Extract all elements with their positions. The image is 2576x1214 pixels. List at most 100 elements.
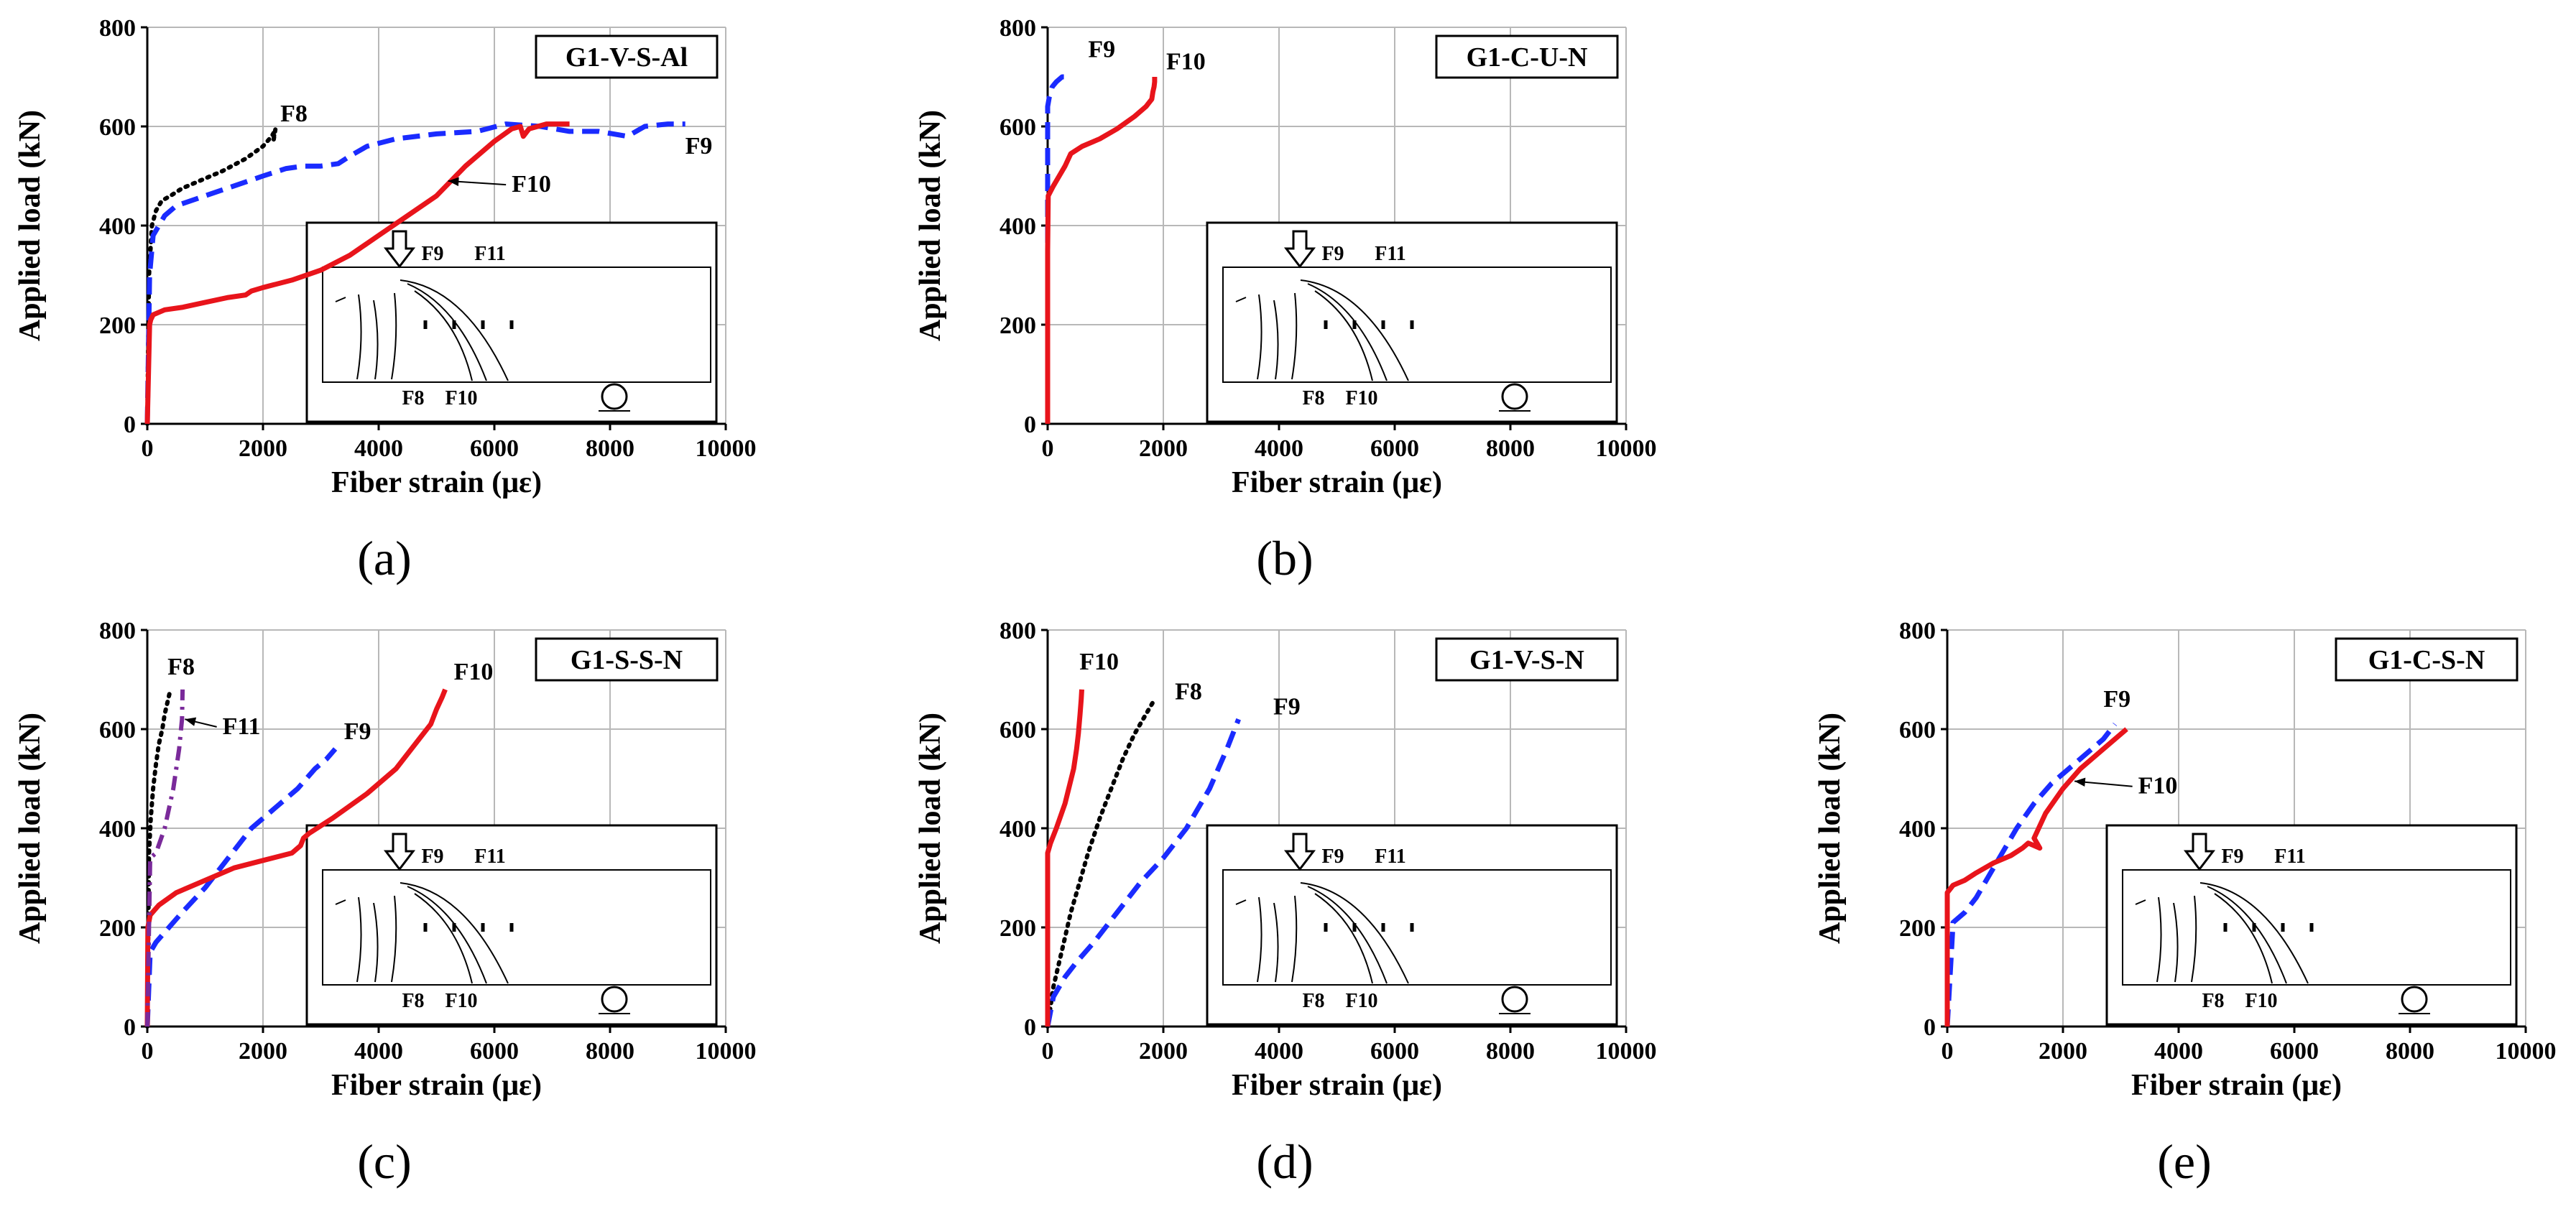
crack-line	[1273, 300, 1279, 380]
chart-panel-2: 0 2000 4000 6000 8000 10000 0 200 400 600 800 Fiber…	[914, 15, 1657, 585]
x-tick-label: 8000	[586, 1038, 634, 1065]
inset-label-f11: F11	[474, 845, 506, 868]
y-axis-title: Applied load (kN)	[914, 110, 947, 341]
series-annotation-f9: F9	[1088, 36, 1115, 62]
panel-caption: (d)	[1256, 1134, 1313, 1189]
x-tick-label: 6000	[470, 435, 519, 462]
crack-pattern-inset: F9 F11 F8 F10	[305, 221, 718, 423]
crack-line	[335, 899, 346, 905]
chart-panel-1: 0 2000 4000 6000 8000 10000 0 200 400 600 800 Fiber…	[14, 15, 757, 585]
inset-label-f8: F8	[402, 990, 424, 1012]
inset-label-f11: F11	[474, 243, 506, 265]
crack-line	[1257, 294, 1262, 380]
chart-panel-3: 0 2000 4000 6000 8000 10000 0 200 400 600 800 Fiber…	[14, 618, 757, 1189]
panel-caption: (a)	[357, 531, 411, 585]
inset-label-f8: F8	[1302, 387, 1324, 409]
y-tick-label: 600	[1899, 717, 1936, 743]
series-f9-line	[144, 121, 685, 425]
crack-line	[414, 290, 473, 381]
series-f9-line	[1944, 722, 2118, 1027]
y-tick-label: 200	[1899, 915, 1936, 942]
x-tick-label: 0	[1042, 1038, 1054, 1065]
load-arrow-icon	[1283, 833, 1316, 871]
y-tick-label: 400	[1000, 816, 1036, 843]
panel-caption: (c)	[357, 1134, 411, 1189]
chart-title-box	[535, 637, 719, 682]
series-annotation-f8: F8	[167, 654, 195, 680]
x-tick-label: 10000	[1596, 435, 1657, 462]
x-tick-label: 8000	[1486, 435, 1535, 462]
series-f8-line	[145, 687, 173, 1029]
panel-caption: (e)	[2157, 1134, 2211, 1189]
x-tick-label: 6000	[2270, 1038, 2319, 1065]
y-tick-label: 400	[1000, 213, 1036, 240]
x-axis-title: Fiber strain (με)	[331, 466, 542, 499]
x-tick-label: 2000	[2039, 1038, 2087, 1065]
x-axis-title: Fiber strain (με)	[1232, 466, 1442, 499]
x-tick-label: 8000	[586, 435, 634, 462]
x-tick-label: 6000	[1370, 435, 1419, 462]
x-tick-label: 4000	[354, 1038, 403, 1065]
x-tick-label: 0	[1042, 435, 1054, 462]
chart-panel-4: 0 2000 4000 6000 8000 10000 0 200 400 600 800 Fiber…	[914, 618, 1657, 1189]
y-tick-label: 200	[99, 915, 136, 942]
series-annotation-f10: F10	[512, 171, 551, 198]
y-tick-label: 800	[1000, 15, 1036, 42]
y-tick-label: 800	[99, 618, 136, 644]
crack-pattern-inset: F9 F11 F8 F10	[1206, 824, 1618, 1026]
roller-support-icon	[2401, 986, 2428, 1013]
x-tick-label: 4000	[1255, 1038, 1303, 1065]
crack-pattern-inset: F9 F11 F8 F10	[305, 824, 718, 1026]
chart-title: G1-S-S-N	[571, 645, 683, 675]
y-tick-label: 200	[1000, 312, 1036, 339]
crack-line	[1300, 279, 1409, 381]
series-f10-line	[144, 121, 570, 425]
crack-line	[2214, 893, 2273, 984]
roller-support-icon	[601, 986, 628, 1013]
x-tick-label: 10000	[696, 435, 757, 462]
chart-title: G1-C-S-N	[2368, 645, 2485, 675]
series-f10-line	[1045, 77, 1158, 424]
y-tick-label: 200	[99, 312, 136, 339]
chart-title-box	[2335, 637, 2519, 682]
crack-line	[1314, 893, 1373, 984]
crack-pattern-inset: F9 F11 F8 F10	[1206, 221, 1618, 423]
x-axis-title: Fiber strain (με)	[1232, 1069, 1442, 1102]
crack-line	[407, 886, 487, 984]
y-tick-label: 0	[124, 412, 136, 438]
load-arrow-icon	[383, 833, 416, 871]
series-annotation-f10: F10	[1079, 649, 1119, 675]
y-tick-label: 400	[99, 213, 136, 240]
series-annotation-f11: F11	[223, 713, 261, 740]
beam-outline	[322, 267, 711, 383]
series-f9-line	[1045, 718, 1241, 1027]
annotation-arrowhead	[2074, 777, 2086, 787]
series-f9-line	[144, 747, 338, 1027]
inset-label-f10: F10	[445, 387, 477, 409]
chart-title-box	[1435, 637, 1619, 682]
series-f8-line	[1045, 697, 1157, 1029]
crack-line	[356, 294, 362, 380]
chart-title-box	[535, 34, 719, 79]
crack-line	[2156, 896, 2162, 983]
inset-label-f11: F11	[2274, 845, 2306, 868]
inset-label-f8: F8	[2202, 990, 2224, 1012]
inset-label-f9: F9	[2221, 845, 2243, 868]
y-tick-label: 600	[99, 717, 136, 743]
y-tick-label: 800	[1000, 618, 1036, 644]
y-tick-label: 800	[1899, 618, 1936, 644]
y-tick-label: 0	[1024, 412, 1036, 438]
beam-outline	[1222, 869, 1612, 986]
annotation-arrowhead	[185, 717, 197, 726]
inset-label-f10: F10	[1345, 387, 1377, 409]
crack-line	[373, 300, 379, 380]
y-tick-label: 0	[1924, 1014, 1936, 1041]
x-tick-label: 8000	[1486, 1038, 1535, 1065]
series-annotation-f9: F9	[2103, 686, 2130, 713]
crack-line	[400, 882, 509, 984]
crack-line	[1291, 895, 1298, 983]
y-axis-title: Applied load (kN)	[914, 713, 947, 944]
inset-label-f8: F8	[402, 387, 424, 409]
crack-line	[407, 283, 487, 381]
crack-line	[414, 893, 473, 984]
